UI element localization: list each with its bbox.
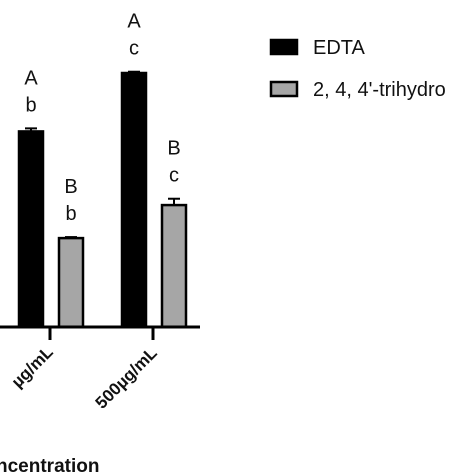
significance-lower-series-1-category-2: c [129, 38, 139, 60]
x-tick-label-1: µg/mL [8, 342, 57, 391]
significance-upper-series-2-category-1: B [64, 176, 77, 198]
bars-layer [17, 70, 188, 329]
legend-label-2: 2, 4, 4'-trihydro [313, 79, 446, 101]
significance-lower-series-2-category-1: b [65, 203, 76, 225]
legend: EDTA 2, 4, 4'-trihydro [269, 37, 446, 101]
significance-lower-series-2-category-2: c [169, 165, 179, 187]
significance-upper-series-1-category-2: A [127, 11, 141, 33]
legend-swatch-2 [269, 80, 299, 98]
legend-swatch-1 [269, 38, 299, 56]
legend-label-1: EDTA [313, 37, 366, 59]
x-axis-title: ncentration [0, 456, 99, 474]
significance-upper-series-1-category-1: A [24, 67, 38, 89]
significance-lower-series-1-category-1: b [25, 94, 36, 116]
bar-series-1-category-1 [17, 130, 45, 329]
significance-upper-series-2-category-2: B [167, 138, 180, 160]
x-tick-label-2: 500µg/mL [92, 343, 161, 412]
bar-series-2-category-2 [160, 203, 188, 329]
axis-layer [0, 325, 200, 340]
bar-series-2-category-1 [57, 236, 85, 329]
bar-series-1-category-2 [120, 71, 148, 329]
